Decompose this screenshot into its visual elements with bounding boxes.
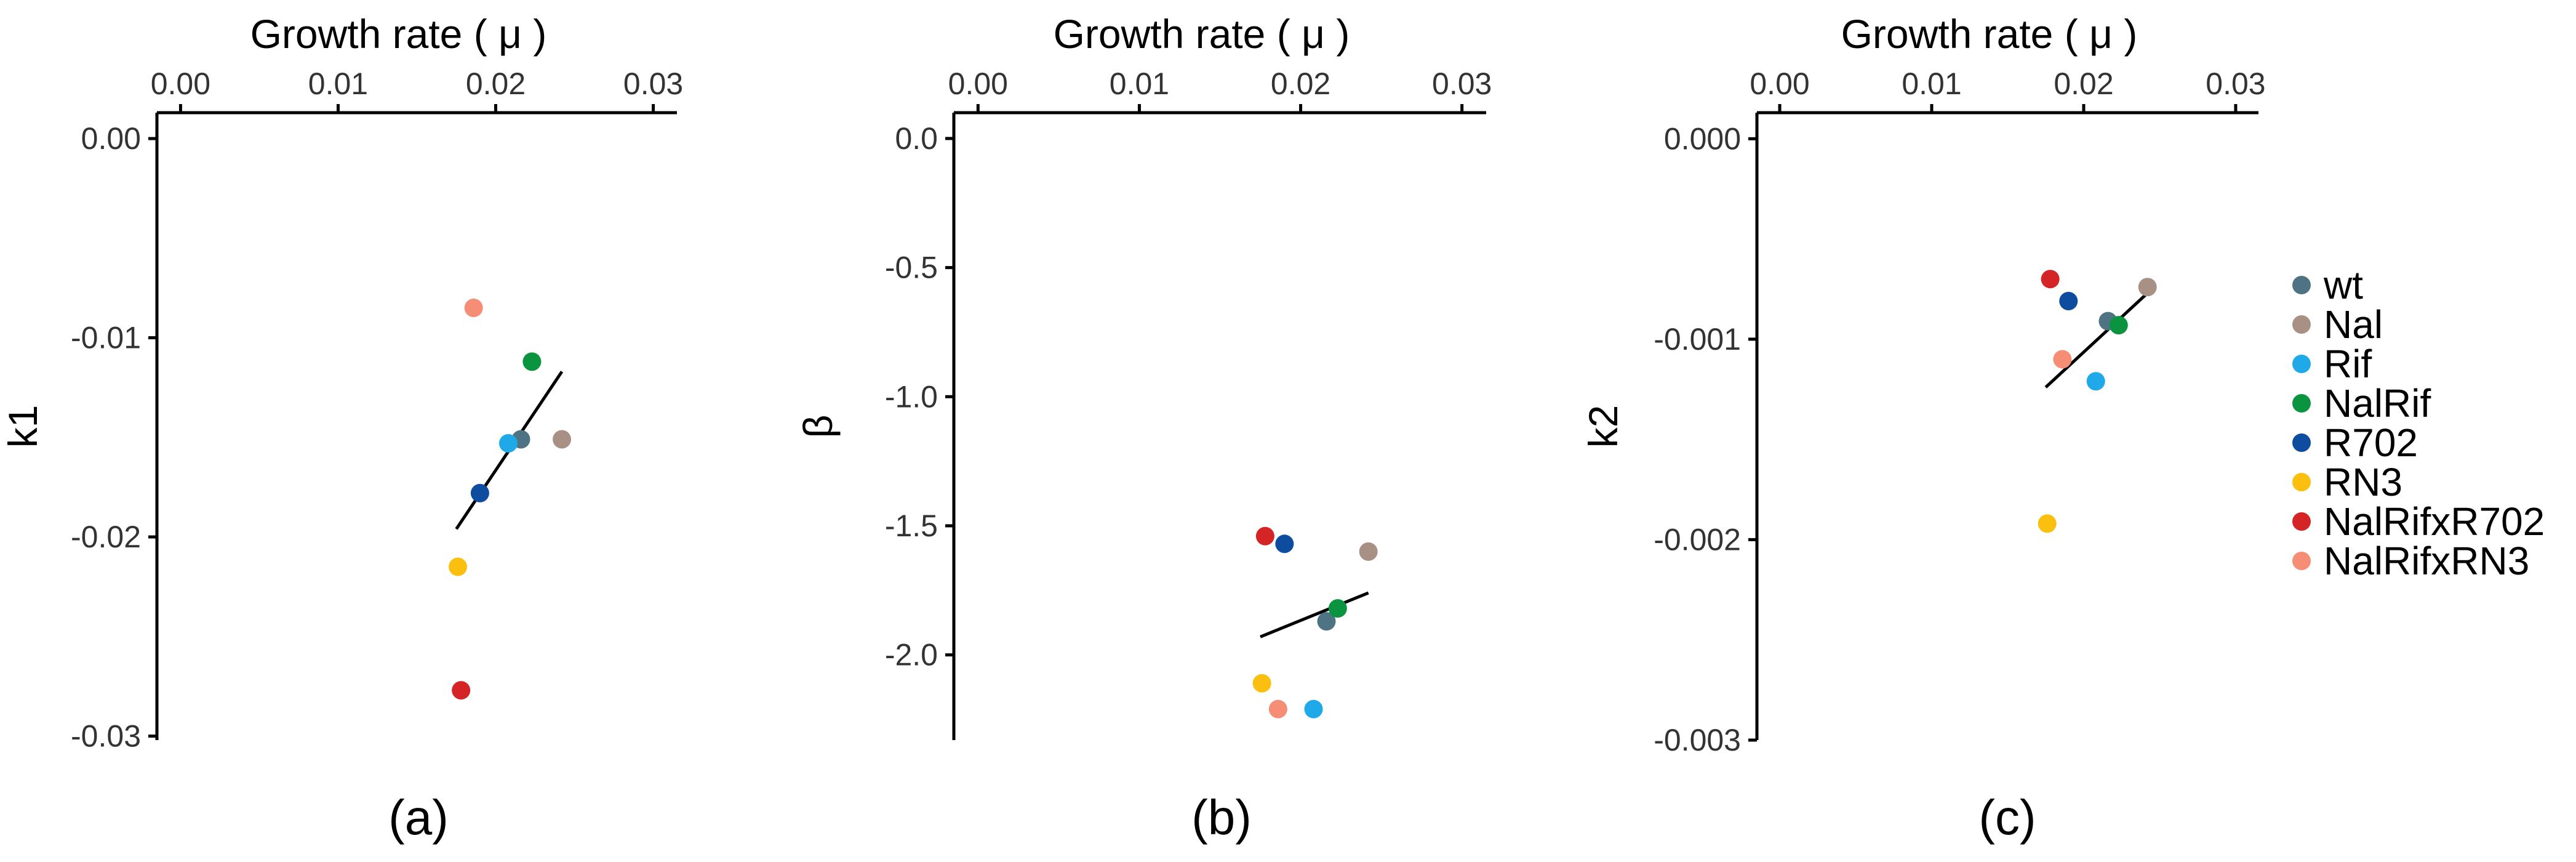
y-tick-label: -0.01 (71, 321, 141, 355)
point-Rif (499, 433, 518, 453)
panel-label: (a) (388, 790, 449, 845)
y-tick-label: 0.000 (1664, 121, 1741, 156)
legend-item: R702 (2292, 421, 2418, 465)
point-Nal (1359, 542, 1378, 561)
y-tick-label: -1.5 (885, 509, 938, 543)
legend: wtNalRifNalRifR702RN3NalRifxR702NalRifxR… (2292, 263, 2545, 583)
legend-marker (2292, 276, 2311, 294)
legend-label: R702 (2324, 421, 2418, 465)
legend-marker (2292, 355, 2311, 373)
legend-label: Rif (2324, 342, 2372, 386)
x-axis-title: Growth rate ( μ ) (1054, 11, 1350, 57)
y-tick-label: -0.5 (885, 251, 938, 285)
panel-3: 0.00 0.01 0.02 0.03 0.000 -0.001 -0.002 -0.003 G… (1580, 11, 2266, 845)
y-tick-label: -2.0 (885, 638, 938, 672)
x-tick-label: 0.02 (1271, 66, 1330, 101)
y-tick-label: 0.0 (895, 121, 938, 156)
point-RN3 (2038, 514, 2057, 533)
x-tick-label: 0.03 (623, 66, 683, 101)
legend-item: RN3 (2292, 460, 2402, 504)
legend-marker (2292, 433, 2311, 452)
point-NalRifxRN3 (2053, 350, 2072, 369)
legend-marker (2292, 394, 2311, 413)
point-R702 (470, 483, 489, 502)
point-R702 (1275, 534, 1294, 554)
legend-item: Nal (2292, 302, 2383, 347)
legend-item: NalRif (2292, 381, 2431, 425)
panels: 0.00 0.01 0.02 0.03 0.00 -0.01 -0.02 -0.03 Growt… (0, 11, 2266, 845)
point-R702 (2059, 292, 2078, 311)
fit-line (1260, 591, 1369, 638)
x-tick-label: 0.03 (1432, 66, 1492, 101)
y-tick-label: -1.0 (885, 379, 938, 414)
point-NalRifxR702 (1255, 526, 1274, 546)
y-tick-label: 0.00 (81, 121, 141, 156)
legend-marker (2292, 473, 2311, 491)
legend-label: RN3 (2324, 460, 2402, 504)
x-tick-label: 0.01 (1110, 66, 1169, 101)
point-Nal (2138, 278, 2157, 297)
point-NalRif (522, 352, 542, 371)
point-wt (1317, 612, 1336, 631)
y-tick-label: -0.02 (71, 520, 141, 554)
point-Rif (2086, 372, 2105, 391)
point-NalRifxR702 (2041, 270, 2060, 289)
panel-1: 0.00 0.01 0.02 0.03 0.00 -0.01 -0.02 -0.03 Growt… (0, 11, 683, 845)
y-axis-title: k1 (0, 405, 46, 448)
x-tick-label: 0.00 (1750, 66, 1809, 101)
legend-label: NalRifxR702 (2324, 499, 2545, 544)
legend-label: Nal (2324, 302, 2383, 347)
y-tick-label: -0.03 (71, 719, 141, 754)
point-NalRifxRN3 (1268, 699, 1287, 719)
point-Rif (1304, 699, 1323, 719)
x-tick-label: 0.01 (308, 66, 368, 101)
legend-marker (2292, 315, 2311, 334)
legend-marker (2292, 552, 2311, 570)
y-tick-label: -0.002 (1654, 522, 1741, 557)
y-tick-label: -0.003 (1654, 723, 1741, 757)
point-Nal (553, 430, 572, 449)
legend-item: wt (2292, 263, 2363, 307)
legend-label: NalRifxRN3 (2324, 539, 2529, 583)
point-NalRifxRN3 (464, 299, 483, 318)
legend-label: wt (2323, 263, 2363, 307)
point-NalRif (1328, 599, 1347, 618)
fit-line (2044, 292, 2149, 389)
point-RN3 (449, 557, 468, 576)
point-RN3 (1252, 674, 1271, 693)
point-NalRifxR702 (452, 681, 471, 700)
x-tick-label: 0.02 (2054, 66, 2113, 101)
x-axis-title: Growth rate ( μ ) (1841, 11, 2138, 57)
x-tick-label: 0.03 (2206, 66, 2265, 101)
x-tick-label: 0.01 (1902, 66, 1961, 101)
point-NalRif (2109, 316, 2128, 335)
legend-item: NalRifxR702 (2292, 499, 2545, 544)
panel-label: (c) (1978, 790, 2036, 845)
legend-marker (2292, 512, 2311, 531)
y-axis-title: k2 (1580, 405, 1626, 448)
x-tick-label: 0.00 (948, 66, 1008, 101)
y-axis-title: β (795, 415, 841, 438)
x-tick-label: 0.02 (466, 66, 526, 101)
x-axis-title: Growth rate ( μ ) (250, 11, 547, 57)
y-tick-label: -0.001 (1654, 322, 1741, 356)
x-tick-label: 0.00 (151, 66, 210, 101)
panel-label: (b) (1191, 790, 1252, 845)
legend-item: Rif (2292, 342, 2372, 386)
legend-item: NalRifxRN3 (2292, 539, 2529, 583)
panel-2: 0.00 0.01 0.02 0.03 0.0 -0.5 -1.0 -1.5 -2.0 Growt… (795, 11, 1492, 845)
legend-label: NalRif (2324, 381, 2431, 425)
